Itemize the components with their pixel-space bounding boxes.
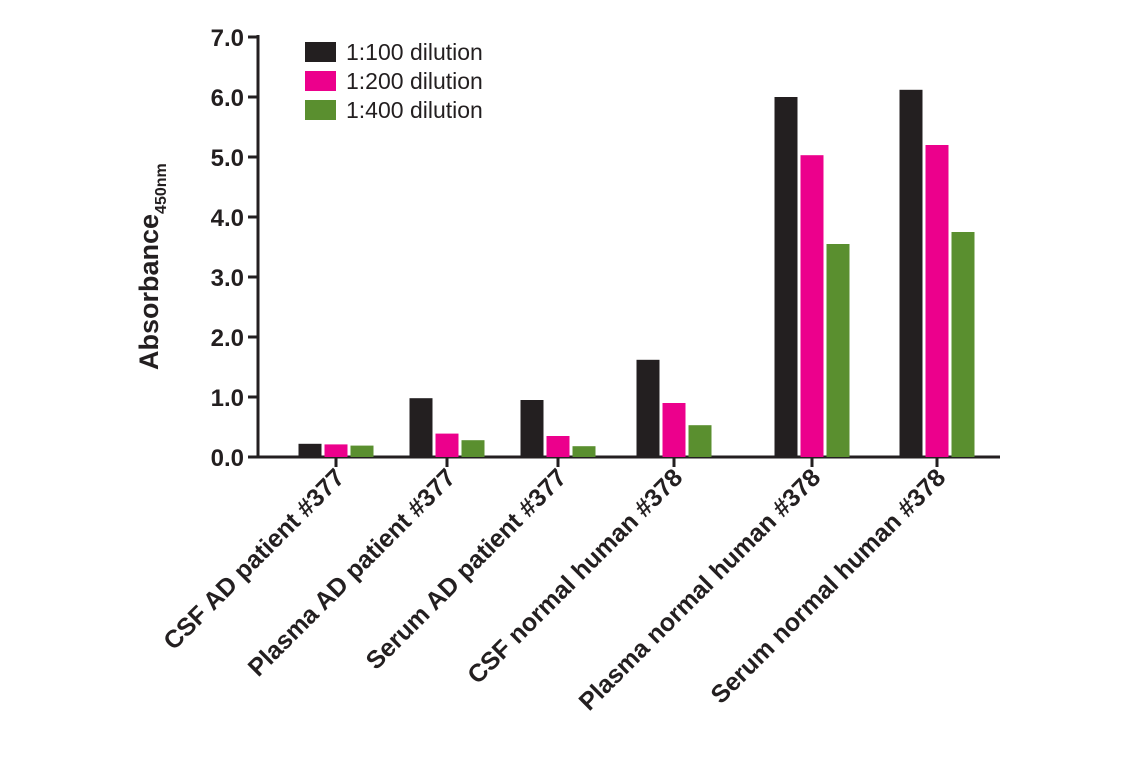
x-category-label: Plasma AD patient #377 <box>243 463 462 682</box>
y-tick-label: 7.0 <box>211 25 244 52</box>
bar <box>409 398 433 457</box>
y-tick-label: 6.0 <box>211 85 244 112</box>
bar <box>800 155 824 457</box>
bar <box>461 440 485 457</box>
y-tick-label: 3.0 <box>211 265 244 292</box>
x-category-label: Serum normal human #378 <box>705 463 951 709</box>
x-category-label: CSF AD patient #377 <box>158 463 350 655</box>
bar <box>546 436 570 457</box>
y-tick-label: 2.0 <box>211 325 244 352</box>
y-tick-label: 5.0 <box>211 145 244 172</box>
bar <box>688 425 712 457</box>
y-tick-label: 0.0 <box>211 445 244 472</box>
legend-label: 1:400 dilution <box>346 97 483 123</box>
legend-label: 1:100 dilution <box>346 39 483 65</box>
y-tick-label: 1.0 <box>211 385 244 412</box>
x-category-label: CSF normal human #378 <box>462 463 688 689</box>
bars <box>298 89 975 467</box>
bar <box>662 403 686 457</box>
legend-label: 1:200 dilution <box>346 68 483 94</box>
bar <box>520 400 544 457</box>
y-tick-label: 4.0 <box>211 205 244 232</box>
legend-swatch <box>305 71 336 91</box>
legend-swatch <box>305 42 336 62</box>
x-category-label: Plasma normal human #378 <box>574 463 827 716</box>
legend: 1:100 dilution 1:200 dilution 1:400 diluti… <box>305 39 483 123</box>
bar <box>899 89 923 458</box>
bar <box>636 359 660 457</box>
bar <box>925 145 949 457</box>
legend-swatch <box>305 100 336 120</box>
bar <box>826 244 850 457</box>
y-ticks: 0.0 1.0 2.0 3.0 4.0 5.0 6.0 7.0 <box>211 25 258 472</box>
bar <box>774 97 798 457</box>
x-category-label: Serum AD patient #377 <box>361 463 573 675</box>
bar <box>298 443 322 457</box>
y-axis-label-subscript: 450nm <box>153 163 170 214</box>
axes <box>256 35 1000 459</box>
bar <box>572 446 596 457</box>
bar <box>350 445 374 457</box>
bar <box>324 444 348 457</box>
y-axis-label-main: Absorbance <box>134 214 164 370</box>
bar <box>951 232 975 457</box>
bar <box>435 433 459 457</box>
y-axis-label: Absorbance450nm <box>134 163 170 370</box>
